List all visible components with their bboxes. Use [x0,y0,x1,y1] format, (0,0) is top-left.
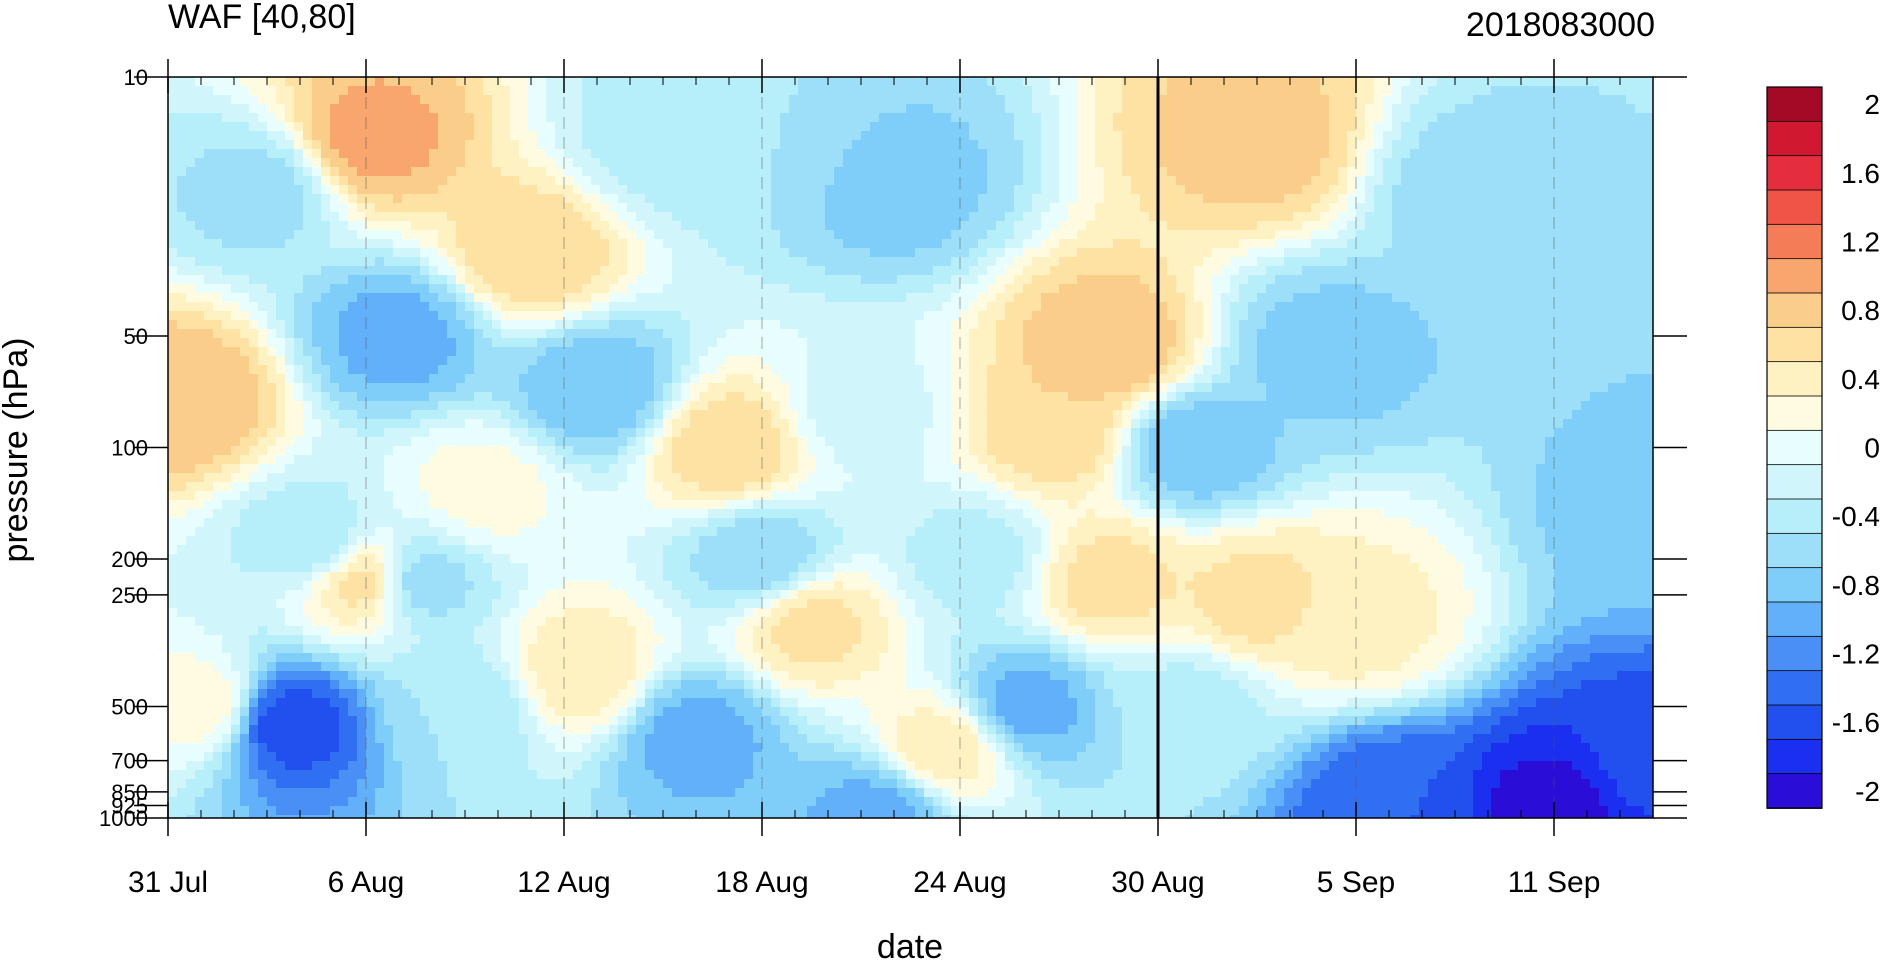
x-tick-label: 11 Sep [1508,866,1601,899]
x-tick-label: 30 Aug [1111,866,1204,899]
colorbar-swatch [1766,464,1823,500]
colorbar-tick-label: 1.6 [1841,158,1880,189]
y-tick-label: 1000 [99,806,148,831]
colorbar-swatch [1766,86,1823,123]
colorbar-tick-label: 2 [1864,89,1880,120]
plot-field [168,77,1653,818]
colorbar-swatch [1766,601,1823,638]
colorbar-tick-label: 0.8 [1841,295,1880,326]
colorbar-swatch [1766,498,1823,535]
colorbar-swatch [1766,738,1823,775]
colorbar-tick-label: -1.6 [1832,707,1880,738]
colorbar-swatch [1766,532,1823,569]
colorbar-border [1766,86,1823,809]
colorbar-swatch [1766,670,1823,706]
x-tick-label: 31 Jul [128,866,208,899]
colorbar-tick-label: -1.2 [1832,639,1880,670]
colorbar-swatch [1766,292,1823,329]
colorbar-swatch [1766,326,1823,363]
x-axis-label: date [877,928,943,966]
plot-grid [365,77,1555,818]
x-tick-label: 12 Aug [517,866,610,899]
colorbar-tick-label: 0 [1864,433,1880,464]
y-tick-label: 10 [124,65,148,90]
colorbar-tick-label: 0.4 [1841,364,1880,395]
x-axis: 31 Jul 6 Aug 12 Aug 18 Aug 24 Aug 30 Aug 5 Sep… [128,59,1654,899]
colorbar-swatch [1766,429,1823,466]
colorbar-swatch [1766,223,1823,260]
colorbar-swatch [1766,120,1823,157]
y-tick-label: 250 [111,583,148,608]
y-tick-label: 200 [111,547,148,572]
x-tick-label: 6 Aug [328,866,405,899]
colorbar-swatch [1766,773,1823,809]
colorbar: 2 1.6 1.2 0.8 0.4 0 -0.4 -0.8 -1.2 -1.6 -2 [1766,86,1880,809]
y-tick-label: 50 [124,324,148,349]
colorbar-swatch [1766,395,1823,432]
colorbar-swatch [1766,567,1823,603]
colorbar-tick-label: -0.4 [1832,501,1880,532]
colorbar-swatch [1766,155,1823,191]
y-tick-label: 850 [111,780,148,805]
x-tick-label: 18 Aug [715,866,808,899]
y-tick-label: 700 [111,749,148,774]
x-tick-label: 5 Sep [1317,866,1395,899]
y-tick-label: 100 [111,436,148,461]
y-tick-label: 925 [111,793,148,818]
y-axis-label: pressure (hPa) [0,338,35,563]
chart-title: WAF [40,80] [168,0,356,36]
colorbar-tick-label: -2 [1855,776,1880,807]
colorbar-swatch [1766,635,1823,672]
colorbar-tick-label: -0.8 [1832,570,1880,601]
colorbar-swatch [1766,361,1823,397]
colorbar-swatch [1766,258,1823,294]
colorbar-swatch [1766,704,1823,741]
y-tick-label: 500 [111,694,148,719]
colorbar-tick-label: 1.2 [1841,227,1880,258]
colorbar-swatch [1766,189,1823,226]
x-tick-label: 24 Aug [913,866,1006,899]
chart-date-code: 2018083000 [1466,6,1655,44]
